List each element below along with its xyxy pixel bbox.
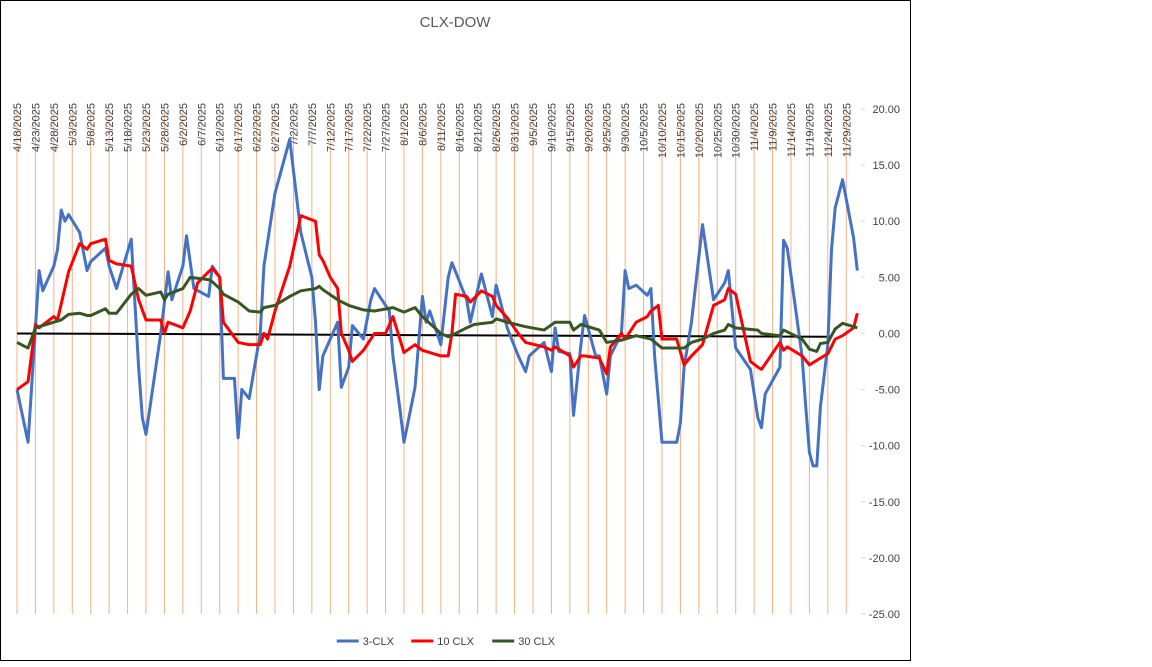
x-tick-label: 11/14/2025: [786, 103, 798, 157]
x-tick-label: 6/12/2025: [215, 103, 227, 152]
x-tick-label: 10/30/2025: [731, 103, 743, 158]
x-tick-label: 10/5/2025: [639, 103, 651, 152]
x-tick-label: 5/18/2025: [123, 103, 135, 152]
y-tick-label: -15.00: [869, 497, 900, 509]
x-tick-label: 6/7/2025: [196, 103, 208, 146]
y-tick-label: -25.00: [869, 609, 900, 621]
x-tick-label: 7/12/2025: [325, 103, 337, 152]
x-tick-label: 8/6/2025: [417, 103, 429, 146]
x-tick-label: 11/9/2025: [768, 103, 780, 151]
legend-label: 10 CLX: [437, 636, 474, 648]
x-tick-label: 5/23/2025: [141, 103, 153, 152]
legend-label: 30 CLX: [518, 636, 555, 648]
series-line: [16, 275, 858, 353]
x-tick-label: 5/8/2025: [86, 103, 98, 146]
x-tick-label: 5/28/2025: [159, 103, 171, 152]
chart-title: CLX-DOW: [420, 14, 492, 31]
x-tick-label: 9/5/2025: [528, 103, 540, 146]
y-tick-label: 15.00: [872, 160, 900, 172]
x-tick-label: 8/21/2025: [473, 103, 485, 152]
x-tick-label: 8/26/2025: [491, 103, 503, 152]
x-tick-label: 9/20/2025: [583, 103, 595, 152]
x-tick-label: 9/15/2025: [565, 103, 577, 152]
x-tick-label: 8/31/2025: [510, 103, 522, 152]
y-tick-label: 10.00: [872, 216, 900, 228]
x-tick-label: 9/30/2025: [620, 103, 632, 152]
x-tick-label: 11/24/2025: [823, 103, 835, 157]
x-tick-label: 7/27/2025: [381, 103, 393, 152]
x-tick-label: 8/1/2025: [399, 103, 411, 146]
y-tick-label: -20.00: [869, 553, 900, 565]
x-tick-label: 9/25/2025: [602, 103, 614, 152]
x-tick-label: 6/22/2025: [252, 103, 264, 152]
x-tick-label: 6/2/2025: [178, 103, 190, 146]
x-tick-label: 6/27/2025: [270, 103, 282, 152]
x-tick-label: 10/15/2025: [675, 103, 687, 158]
x-tick-label: 6/17/2025: [233, 103, 245, 152]
x-tick-label: 5/3/2025: [67, 103, 79, 146]
x-tick-label: 4/28/2025: [49, 103, 61, 152]
x-tick-label: 10/25/2025: [712, 103, 724, 158]
reference-line: [16, 332, 828, 338]
y-tick-label: -10.00: [869, 441, 900, 453]
x-tick-label: 8/16/2025: [454, 103, 466, 152]
series-line: [15, 137, 859, 468]
series-line: [16, 214, 859, 391]
x-tick-label: 10/10/2025: [657, 103, 669, 158]
x-tick-label: 7/2/2025: [288, 103, 300, 146]
x-tick-label: 4/18/2025: [12, 103, 24, 152]
x-tick-label: 11/4/2025: [749, 103, 761, 151]
x-tick-label: 7/7/2025: [307, 103, 319, 146]
x-tick-label: 7/22/2025: [362, 103, 374, 152]
y-tick-label: 0.00: [879, 328, 900, 340]
x-tick-label: 4/23/2025: [30, 103, 42, 152]
x-tick-label: 5/13/2025: [104, 103, 116, 152]
x-tick-label: 9/10/2025: [546, 103, 558, 152]
legend-label: 3-CLX: [363, 636, 395, 648]
x-tick-label: 7/17/2025: [344, 103, 356, 152]
x-tick-label: 10/20/2025: [694, 103, 706, 158]
x-tick-label: 11/29/2025: [841, 103, 853, 157]
y-tick-label: 5.00: [879, 272, 900, 284]
y-tick-label: -5.00: [875, 385, 900, 397]
x-tick-label: 11/19/2025: [804, 103, 816, 157]
y-tick-label: 20.00: [872, 104, 900, 116]
x-tick-label: 8/11/2025: [436, 103, 448, 151]
